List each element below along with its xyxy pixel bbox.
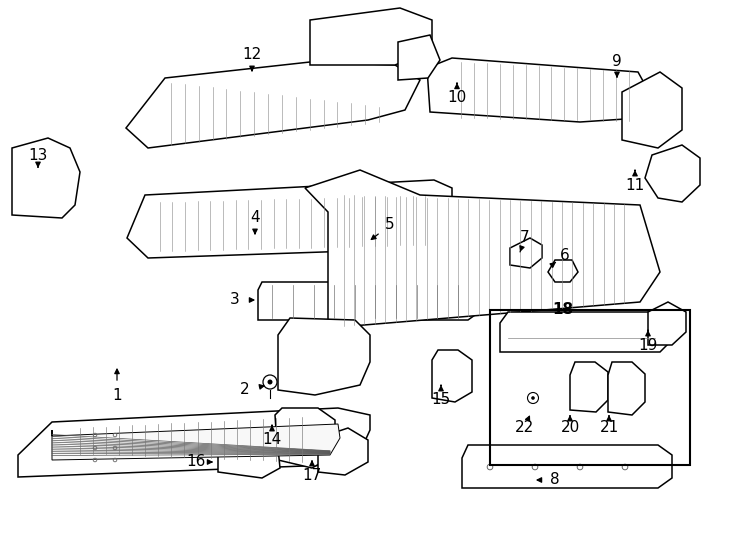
Polygon shape <box>18 408 370 477</box>
Polygon shape <box>548 260 578 282</box>
Text: 9: 9 <box>612 55 622 70</box>
Text: 4: 4 <box>250 211 260 226</box>
Polygon shape <box>570 362 608 412</box>
Polygon shape <box>127 180 452 258</box>
Text: 13: 13 <box>29 147 48 163</box>
Polygon shape <box>126 62 420 148</box>
Text: 1: 1 <box>112 388 122 402</box>
Text: 8: 8 <box>550 472 560 488</box>
Text: 18: 18 <box>553 302 573 318</box>
Text: 10: 10 <box>448 91 467 105</box>
Text: 21: 21 <box>600 421 619 435</box>
Text: 12: 12 <box>242 48 261 63</box>
Polygon shape <box>608 362 645 415</box>
Polygon shape <box>622 72 682 148</box>
Polygon shape <box>258 282 482 320</box>
Polygon shape <box>427 58 648 122</box>
Polygon shape <box>510 238 542 268</box>
Text: 16: 16 <box>186 455 206 469</box>
Polygon shape <box>305 170 660 328</box>
Polygon shape <box>218 438 280 478</box>
Text: 15: 15 <box>432 393 451 408</box>
Polygon shape <box>275 408 335 468</box>
Polygon shape <box>648 302 686 345</box>
Polygon shape <box>52 424 340 460</box>
Text: 19: 19 <box>639 338 658 353</box>
Polygon shape <box>432 350 472 402</box>
Polygon shape <box>500 312 672 352</box>
Text: 2: 2 <box>240 382 250 397</box>
Circle shape <box>531 396 535 400</box>
Polygon shape <box>462 445 672 488</box>
Bar <box>490 310 690 465</box>
Text: 14: 14 <box>262 433 282 448</box>
Polygon shape <box>12 138 80 218</box>
Text: 22: 22 <box>515 421 534 435</box>
Polygon shape <box>318 428 368 475</box>
Text: 17: 17 <box>302 469 321 483</box>
Polygon shape <box>398 35 440 80</box>
Text: 20: 20 <box>560 421 580 435</box>
Text: 3: 3 <box>230 293 240 307</box>
Text: 7: 7 <box>520 231 530 246</box>
Circle shape <box>267 380 272 384</box>
Polygon shape <box>645 145 700 202</box>
Text: 5: 5 <box>385 218 395 233</box>
Polygon shape <box>278 318 370 395</box>
Text: 11: 11 <box>625 178 644 192</box>
Polygon shape <box>310 8 432 65</box>
Text: 6: 6 <box>560 247 570 262</box>
